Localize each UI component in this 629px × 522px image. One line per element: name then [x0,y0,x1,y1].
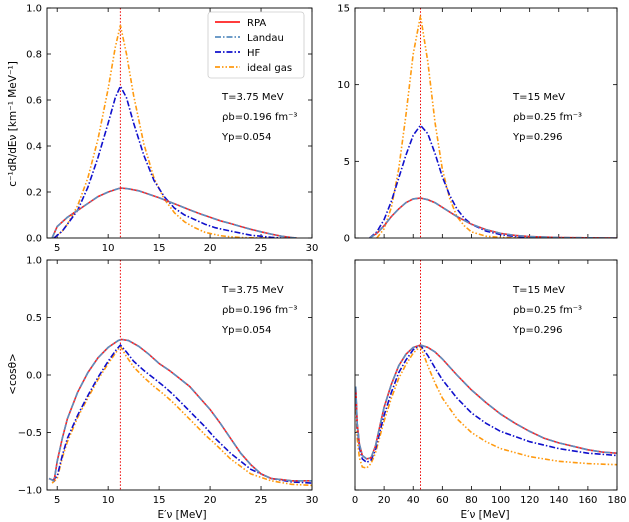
series-line-hf [53,84,282,238]
x-tick-label: 10 [102,243,115,254]
legend-label-ideal-gas: ideal gas [247,63,292,74]
panel-top-left: 5 10 15 20 25 30 0.0 0.2 0.4 0.6 0.8 1.0 T=3.75 MeV ρ… [26,4,318,255]
y-tick-label: 0.6 [26,96,42,107]
annotation-line: T=3.75 MeV [221,285,284,296]
x-tick-label: 140 [549,495,568,506]
annotation-line: T=15 MeV [512,285,565,296]
ylabel-bottom: <cosθ> [7,353,19,395]
x-tick-label: 30 [306,495,319,506]
x-tick-label: 15 [153,243,166,254]
y-tick-label: −1.0 [18,486,42,497]
annotation-line: T=3.75 MeV [221,92,284,103]
plot-frame [46,259,313,491]
annotation-line: Yp=0.054 [221,132,271,143]
x-tick-label: 120 [520,495,539,506]
series-line-landau [355,344,617,460]
y-tick-label: 15 [337,4,350,15]
y-tick-label: 0.2 [26,188,42,199]
x-tick-label: 160 [578,495,597,506]
x-tick-label: 20 [204,495,217,506]
panel-top-right: 0 5 10 15 T=15 MeV ρb=0.25 fm⁻³ Yp=0.296 [337,4,618,245]
x-tick-label: 100 [491,495,510,506]
annotation-line: ρb=0.25 fm⁻³ [513,112,582,123]
x-tick-label: 180 [607,495,626,506]
x-tick-label: 25 [255,495,268,506]
y-tick-label: 5 [344,157,350,168]
series-line-hf [369,124,588,238]
y-tick-label: 10 [337,80,350,91]
x-tick-label: 20 [378,495,391,506]
legend-item-landau: Landau [215,33,284,44]
x-tick-label: 5 [54,243,60,254]
legend-label-rpa: RPA [247,18,266,29]
legend-label-landau: Landau [247,33,284,44]
legend-label-hf: HF [247,48,261,59]
series-line-ideal-gas [51,344,312,487]
annotation-line: Yp=0.054 [221,325,271,336]
series-line-landau [48,338,312,482]
series-line-rpa [355,344,617,460]
y-tick-label: 0.0 [26,234,42,245]
series-line-hf [51,343,312,484]
panel-bottom-right: 0 20 40 60 80 100 120 140 160 180 T=15 MeV ρb=0.25 … [352,259,627,506]
y-tick-label: 1.0 [26,4,42,15]
annotation-line: T=15 MeV [512,92,565,103]
y-tick-label: 1.0 [26,256,42,267]
annotation-line: ρb=0.196 fm⁻³ [222,305,297,316]
legend-item-rpa: RPA [215,18,266,29]
x-tick-label: 40 [407,495,420,506]
x-tick-label: 30 [306,243,319,254]
series-line-ideal-gas [355,344,617,469]
x-tick-label: 15 [153,495,166,506]
legend: RPA Landau HF ideal gas [207,11,305,79]
series-line-landau [369,197,617,238]
x-tick-label: 10 [102,495,115,506]
series-line-hf [355,344,617,464]
series-line-ideal-gas [376,15,545,238]
x-tick-label: 0 [352,495,358,506]
y-tick-label: 0.8 [26,50,42,61]
y-tick-label: −0.5 [18,428,42,439]
series-line-ideal-gas [53,25,267,238]
y-tick-label: 0.0 [26,371,42,382]
plot-frame [354,7,618,239]
x-tick-label: 80 [465,495,478,506]
annotation-line: ρb=0.25 fm⁻³ [513,305,582,316]
series-line-rpa [369,197,617,238]
x-tick-label: 5 [54,495,60,506]
y-tick-label: 0 [344,234,350,245]
plot-frame [46,7,313,239]
y-tick-label: 0.5 [26,313,42,324]
xlabel-left: E′ν [MeV] [157,509,206,521]
legend-item-hf: HF [215,48,261,59]
annotation-line: Yp=0.296 [512,132,562,143]
x-tick-label: 20 [204,243,217,254]
annotation-line: ρb=0.196 fm⁻³ [222,112,297,123]
annotation-line: Yp=0.296 [512,325,562,336]
series-line-landau [51,187,297,238]
x-tick-label: 60 [436,495,449,506]
x-tick-label: 25 [255,243,268,254]
y-tick-label: 0.4 [26,142,42,153]
legend-item-ideal-gas: ideal gas [215,63,292,74]
panel-bottom-left: 5 10 15 20 25 30 −1.0 −0.5 0.0 0.5 1.0 T=3.75 MeV ρb… [18,256,319,507]
plot-frame [354,259,618,491]
legend-box [207,11,305,79]
ylabel-top: c⁻¹dR/dEν [km⁻¹ MeV⁻¹] [7,61,19,187]
xlabel-right: E′ν [MeV] [460,509,509,521]
